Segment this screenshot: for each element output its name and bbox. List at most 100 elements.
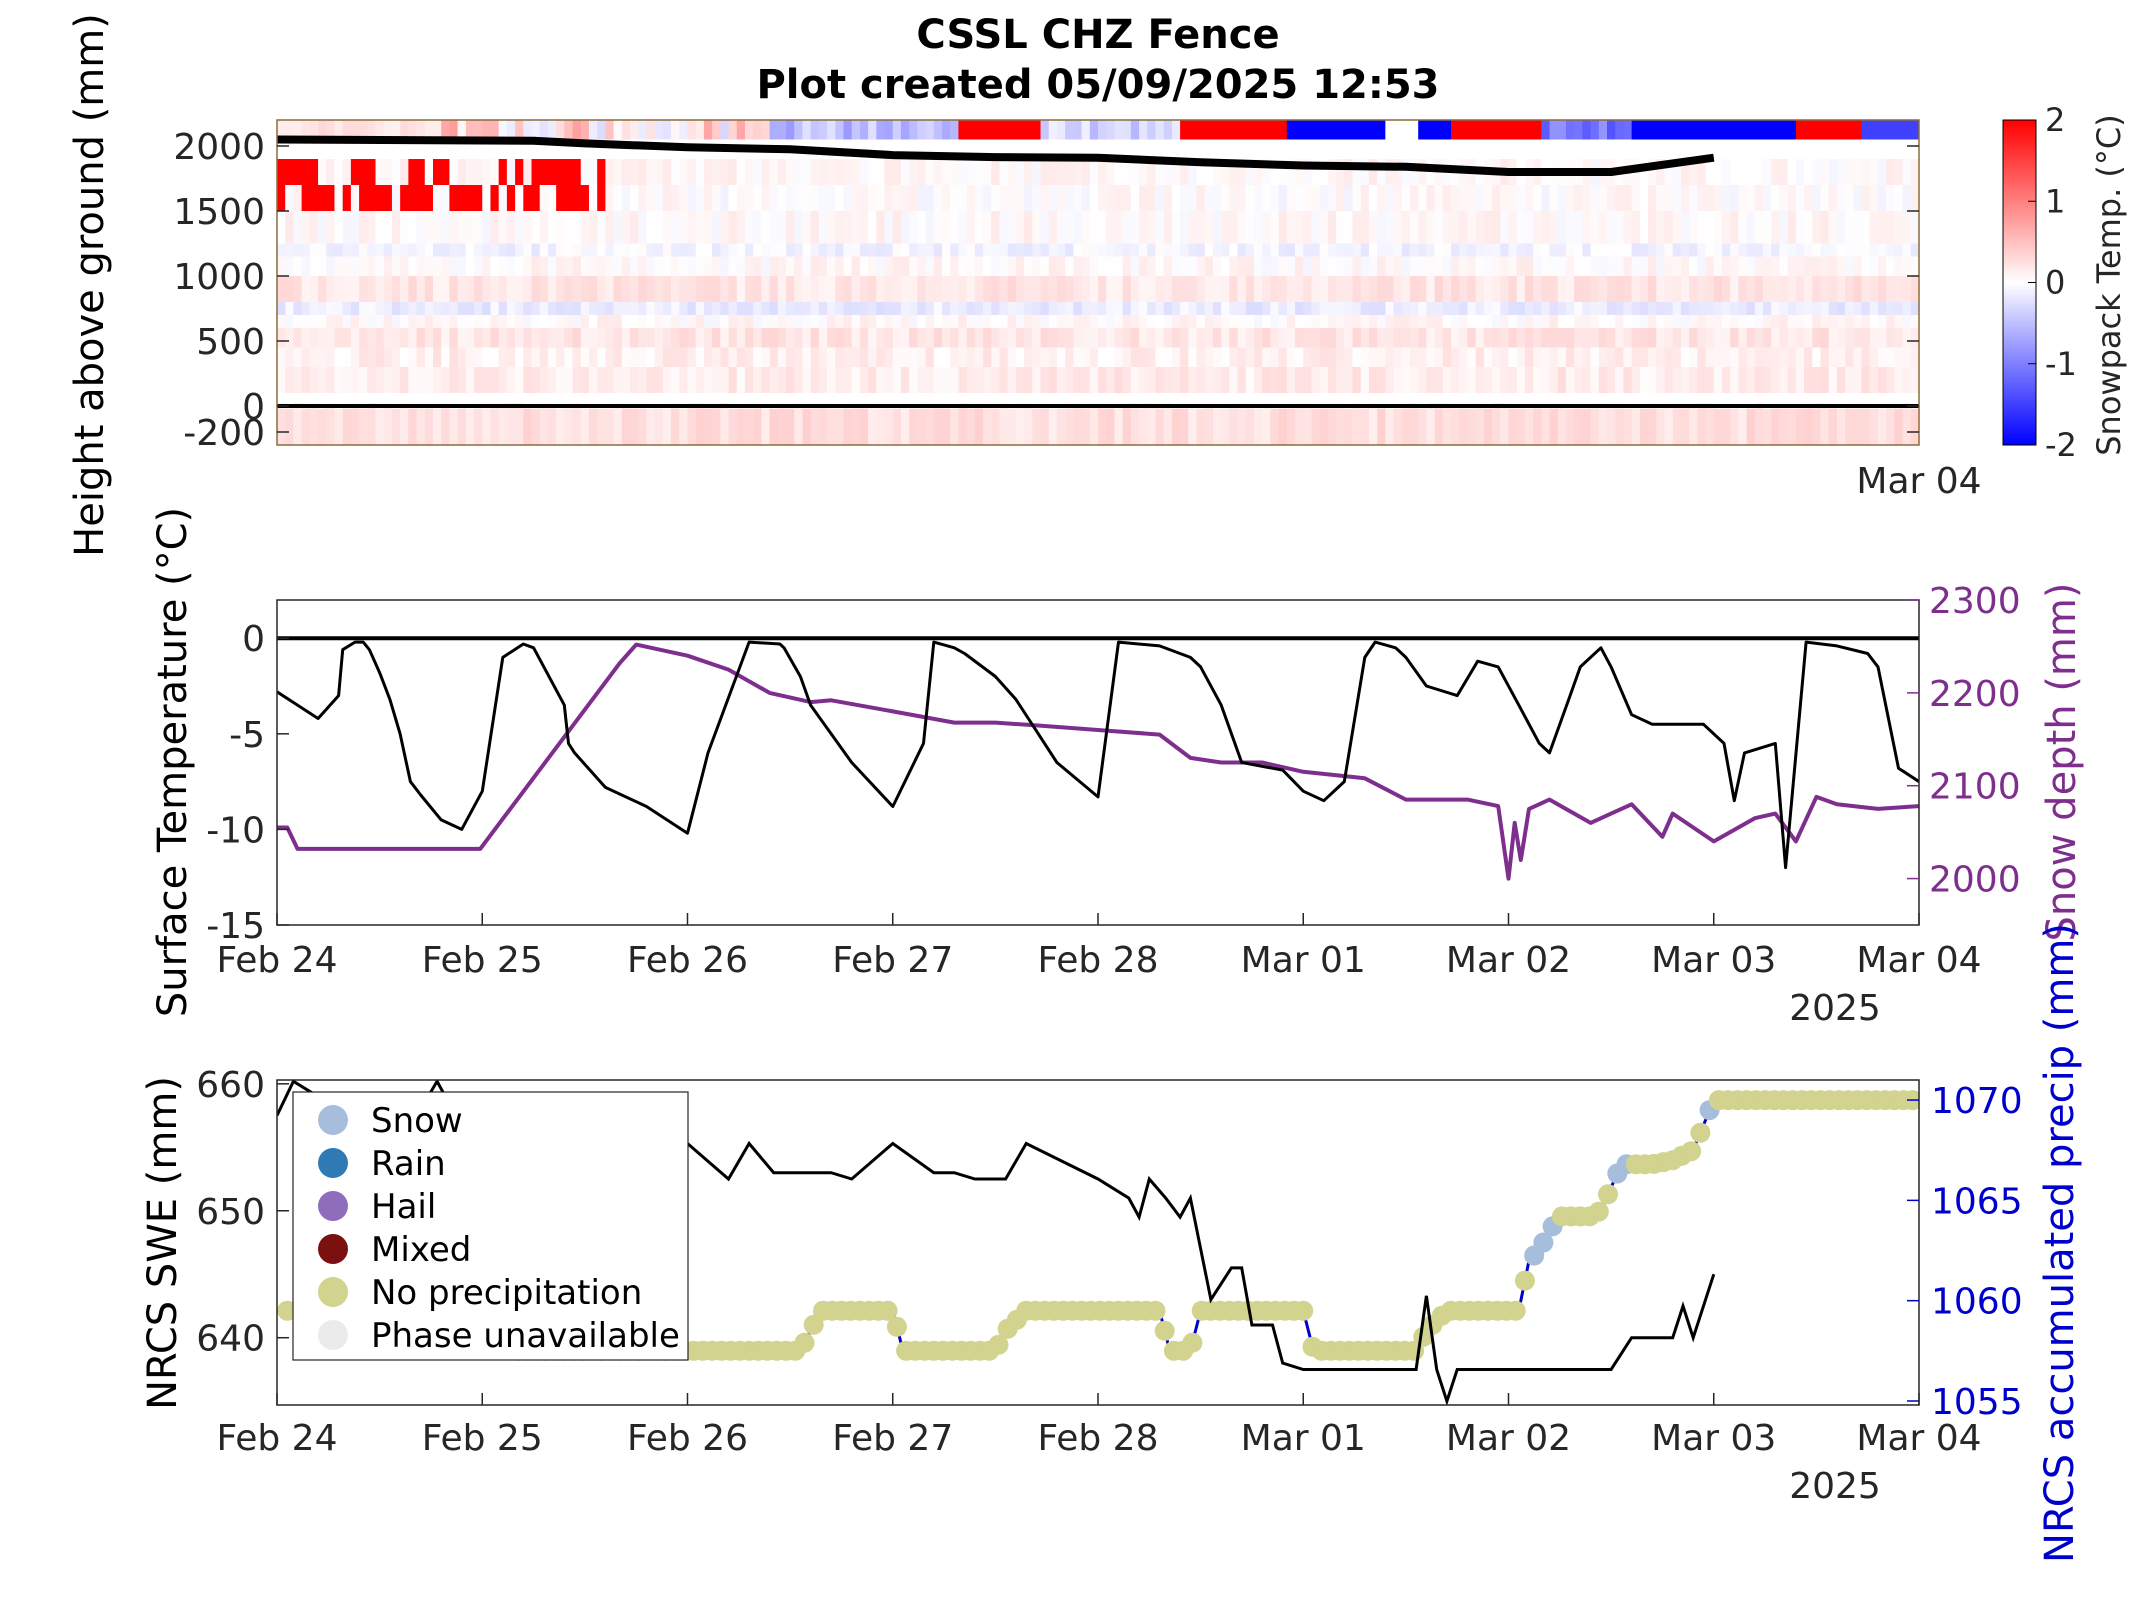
heatmap-cell	[671, 347, 680, 367]
heatmap-cell	[1763, 328, 1772, 348]
heatmap-cell	[1680, 159, 1690, 185]
heatmap-cell	[720, 408, 730, 445]
heatmap-cell	[1910, 243, 1919, 257]
heatmap-cell	[588, 243, 598, 257]
heatmap-cell	[1853, 120, 1863, 140]
heatmap-cell	[1360, 256, 1370, 276]
colorbar-tick-label: -1	[2045, 345, 2077, 383]
heatmap-cell	[1409, 243, 1419, 257]
heatmap-cell	[991, 367, 1001, 393]
heatmap-cell	[983, 315, 992, 328]
heatmap-cell	[1656, 302, 1666, 315]
heatmap-cell	[1171, 120, 1181, 140]
heatmap-cell	[761, 328, 771, 348]
heatmap-cell	[1574, 408, 1583, 445]
heatmap-cell	[408, 276, 418, 302]
heatmap-cell	[1024, 256, 1033, 276]
heatmap-cell	[687, 315, 697, 328]
heatmap-cell	[991, 347, 1001, 367]
heatmap-cell	[1886, 159, 1895, 185]
heatmap-cell	[1721, 367, 1731, 393]
heatmap-cell	[892, 211, 902, 244]
heatmap-cell	[580, 120, 590, 140]
heatmap-cell	[1607, 302, 1616, 315]
heatmap-cell	[1286, 159, 1296, 185]
heatmap-cell	[277, 276, 286, 302]
heatmap-cell	[1098, 276, 1107, 302]
heatmap-cell	[588, 315, 598, 328]
heatmap-cell	[1327, 276, 1337, 302]
heatmap-cell	[1648, 408, 1657, 445]
heatmap-cell	[1139, 315, 1148, 328]
heatmap-cell	[736, 243, 746, 257]
heatmap-cell	[359, 302, 368, 315]
heatmap-cell	[1048, 185, 1058, 211]
heatmap-cell	[630, 302, 639, 315]
heatmap-cell	[744, 302, 754, 315]
heatmap-cell	[1492, 185, 1501, 211]
heatmap-cell	[1451, 276, 1460, 302]
heatmap-cell	[441, 328, 451, 348]
heatmap-cell	[1007, 256, 1017, 276]
heatmap-cell	[1771, 256, 1781, 276]
heatmap-cell	[868, 276, 877, 302]
heatmap-cell	[1902, 243, 1912, 257]
heatmap-cell	[1689, 256, 1698, 276]
heatmap-cell	[1615, 256, 1625, 276]
heatmap-cell	[424, 276, 434, 302]
heatmap-cell	[703, 408, 713, 445]
heatmap-cell	[506, 302, 516, 315]
heatmap-cell	[1081, 159, 1091, 185]
heatmap-cell	[859, 408, 869, 445]
heatmap-cell	[925, 256, 935, 276]
heatmap-cell	[1672, 256, 1682, 276]
heatmap-cell	[605, 276, 615, 302]
heatmap-cell	[391, 256, 401, 276]
heatmap-cell	[1877, 256, 1887, 276]
heatmap-cell	[1262, 315, 1272, 328]
heatmap-cell	[1771, 347, 1781, 367]
heatmap-cell	[1861, 243, 1871, 257]
heatmap-cell	[506, 256, 516, 276]
heatmap-cell	[1319, 302, 1329, 315]
heatmap-cell	[1664, 256, 1674, 276]
legend-marker	[318, 1105, 348, 1135]
heatmap-cell	[695, 159, 705, 185]
heatmap-cell	[1771, 120, 1781, 140]
heatmap-cell	[917, 120, 927, 140]
heatmap-cell	[1139, 302, 1148, 315]
heatmap-cell	[1311, 367, 1321, 393]
heatmap-cell	[851, 243, 861, 257]
heatmap-cell	[285, 211, 295, 244]
heatmap-cell	[1221, 347, 1230, 367]
heatmap-cell	[1024, 243, 1033, 257]
heatmap-cell	[687, 302, 697, 315]
heatmap-cell	[1245, 315, 1255, 328]
heatmap-cell	[769, 328, 779, 348]
heatmap-cell	[441, 256, 451, 276]
no-precip-marker	[988, 1334, 1009, 1355]
heatmap-cell	[1639, 367, 1649, 393]
heatmap-cell	[465, 347, 475, 367]
heatmap-cell	[1828, 276, 1838, 302]
heatmap-cell	[917, 185, 927, 211]
heatmap-cell	[1253, 408, 1263, 445]
heatmap-cell	[506, 159, 516, 185]
heatmap-cell	[1098, 256, 1107, 276]
heatmap-cell	[1451, 243, 1460, 257]
heatmap-cell	[1779, 211, 1789, 244]
heatmap-cell	[1229, 120, 1239, 140]
heatmap-cell	[1089, 347, 1099, 367]
heatmap-cell	[1401, 408, 1411, 445]
heatmap-cell	[1861, 256, 1871, 276]
heatmap-cell	[309, 347, 319, 367]
heatmap-cell	[498, 185, 508, 211]
heatmap-cell	[1664, 367, 1674, 393]
heatmap-cell	[1221, 185, 1230, 211]
heatmap-cell	[1582, 256, 1592, 276]
heatmap-cell	[1344, 367, 1354, 393]
heatmap-cell	[1196, 256, 1206, 276]
heatmap-cell	[1804, 367, 1813, 393]
heatmap-cell	[786, 211, 795, 244]
heatmap-cell	[1426, 347, 1436, 367]
